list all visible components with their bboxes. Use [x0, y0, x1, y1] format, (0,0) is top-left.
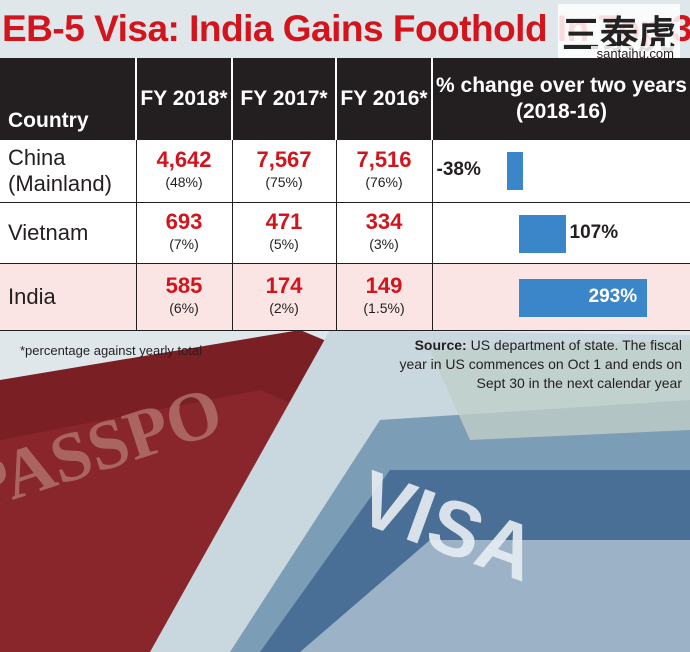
country-cell: India — [0, 263, 137, 331]
country-name: China — [8, 145, 66, 170]
share: (6%) — [169, 300, 199, 316]
data-table: Country FY 2018* FY 2017* FY 2016* % cha… — [0, 58, 690, 331]
value-cell-2018: 4,642 (48%) — [136, 140, 233, 203]
change-bar — [518, 214, 566, 253]
change-bar — [518, 278, 647, 317]
share: (48%) — [165, 174, 203, 190]
change-label: 293% — [588, 285, 638, 307]
table-row: India 585 (6%) 174 (2%) 149 (1.5%) 293% — [0, 263, 690, 331]
change-bar — [506, 152, 523, 191]
table-header-row: Country FY 2018* FY 2017* FY 2016* % cha… — [0, 58, 690, 140]
share: (76%) — [365, 174, 403, 190]
source-text: US department of state. The fiscal year … — [399, 337, 682, 391]
change-bar-cell: 107% — [432, 202, 690, 264]
header-fy2016: FY 2016* — [336, 58, 433, 140]
table-row: China (Mainland) 4,642 (48%) 7,567 (75%) 7… — [0, 140, 690, 203]
source-note: Source: US department of state. The fisc… — [392, 336, 682, 393]
share: (7%) — [169, 236, 199, 252]
share: (5%) — [269, 236, 299, 252]
value-cell-2017: 471 (5%) — [232, 202, 337, 264]
value: 7,516 — [356, 147, 412, 172]
value: 693 — [165, 209, 203, 234]
value-cell-2016: 334 (3%) — [336, 202, 433, 264]
value-cell-2016: 7,516 (76%) — [336, 140, 433, 203]
value: 7,567 — [256, 147, 312, 172]
change-bar-cell: 293% — [432, 263, 690, 331]
value: 471 — [265, 209, 303, 234]
watermark-url: santaihu.com — [590, 46, 680, 61]
value: 334 — [365, 209, 403, 234]
value: 4,642 — [156, 147, 212, 172]
value-cell-2018: 585 (6%) — [136, 263, 233, 331]
header-change: % change over two years (2018-16) — [432, 58, 690, 140]
value-cell-2018: 693 (7%) — [136, 202, 233, 264]
change-label: 107% — [569, 221, 619, 243]
value-cell-2017: 174 (2%) — [232, 263, 337, 331]
header-fy2017: FY 2017* — [232, 58, 337, 140]
source-label: Source: — [414, 337, 467, 353]
share: (3%) — [369, 236, 399, 252]
country-name: India — [8, 284, 56, 309]
footnote: *percentage against yearly total — [20, 343, 203, 358]
change-bar-cell: -38% — [432, 140, 690, 203]
country-cell: China (Mainland) — [0, 140, 137, 203]
value-cell-2017: 7,567 (75%) — [232, 140, 337, 203]
share: (2%) — [269, 300, 299, 316]
header-country: Country — [0, 58, 137, 140]
change-label: -38% — [436, 159, 481, 181]
value: 149 — [365, 273, 403, 298]
header-fy2018: FY 2018* — [136, 58, 233, 140]
country-name-sub: (Mainland) — [8, 171, 112, 196]
country-cell: Vietnam — [0, 202, 137, 264]
table-row: Vietnam 693 (7%) 471 (5%) 334 (3%) 107% — [0, 202, 690, 264]
value: 174 — [265, 273, 303, 298]
country-name: Vietnam — [8, 220, 89, 245]
share: (75%) — [265, 174, 303, 190]
value: 585 — [165, 273, 203, 298]
value-cell-2016: 149 (1.5%) — [336, 263, 433, 331]
share: (1.5%) — [363, 300, 405, 316]
